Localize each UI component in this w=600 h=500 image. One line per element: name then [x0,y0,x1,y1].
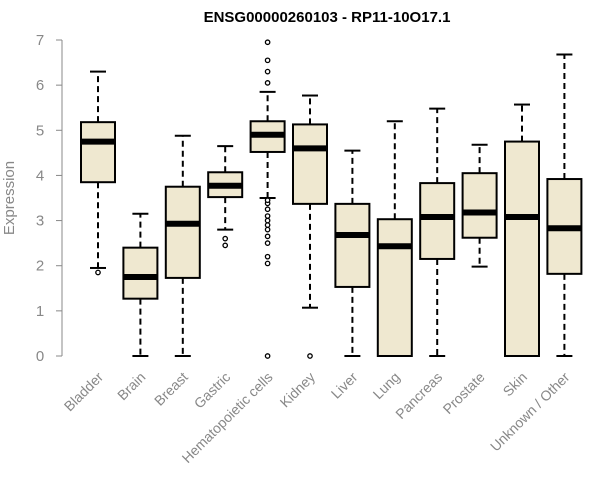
y-tick-label: 6 [36,77,44,94]
outliers-layer [95,39,313,359]
outlier-point [264,39,271,46]
outlier-point [264,206,271,213]
outlier-point [264,226,271,233]
whiskers-layer [90,53,573,357]
box [164,185,201,279]
y-tick-label: 4 [36,167,44,184]
outlier-point [264,197,271,204]
y-axis-label: Expression [1,161,18,235]
box [461,172,498,239]
box [80,121,116,184]
box [419,182,456,260]
outlier-point [264,57,271,64]
outlier-point [264,353,271,359]
x-category-label: Unknown / Other [487,369,573,455]
outlier-point [264,80,271,86]
outlier-point [264,68,271,75]
y-tick-label: 3 [36,213,44,230]
box [292,123,328,205]
outlier-point [307,353,313,359]
x-category-label: Lung [370,369,403,402]
x-category-label: Pancreas [392,369,445,422]
x-category-label: Kidney [277,369,319,411]
outlier-point [264,217,271,224]
box [376,218,413,357]
outlier-point [222,235,229,242]
outlier-point [264,222,271,228]
y-tick-label: 5 [36,122,44,139]
outlier-point [222,242,229,249]
outlier-point [264,233,271,240]
chart-title: ENSG00000260103 - RP11-10O17.1 [204,9,451,26]
box [122,246,159,300]
outlier-point [264,240,271,246]
boxes-layer [80,120,583,357]
y-tick-label: 0 [36,348,44,365]
x-category-label: Skin [500,369,531,400]
box [334,202,371,288]
y-tick-label: 2 [36,258,44,275]
x-category-label: Liver [328,369,361,402]
outlier-point [264,253,271,260]
x-category-label: Prostate [440,369,488,417]
y-tick-label: 1 [36,303,44,320]
x-category-label: Breast [151,369,191,409]
x-category-label: Bladder [61,369,107,415]
outlier-point [264,260,271,267]
outlier-point [264,213,271,219]
y-tick-label: 7 [36,32,44,49]
x-category-label: Brain [114,369,148,403]
y-axis: 0 1 2 3 4 5 6 7 [36,32,63,365]
outlier-point [95,269,101,276]
box [504,140,540,357]
